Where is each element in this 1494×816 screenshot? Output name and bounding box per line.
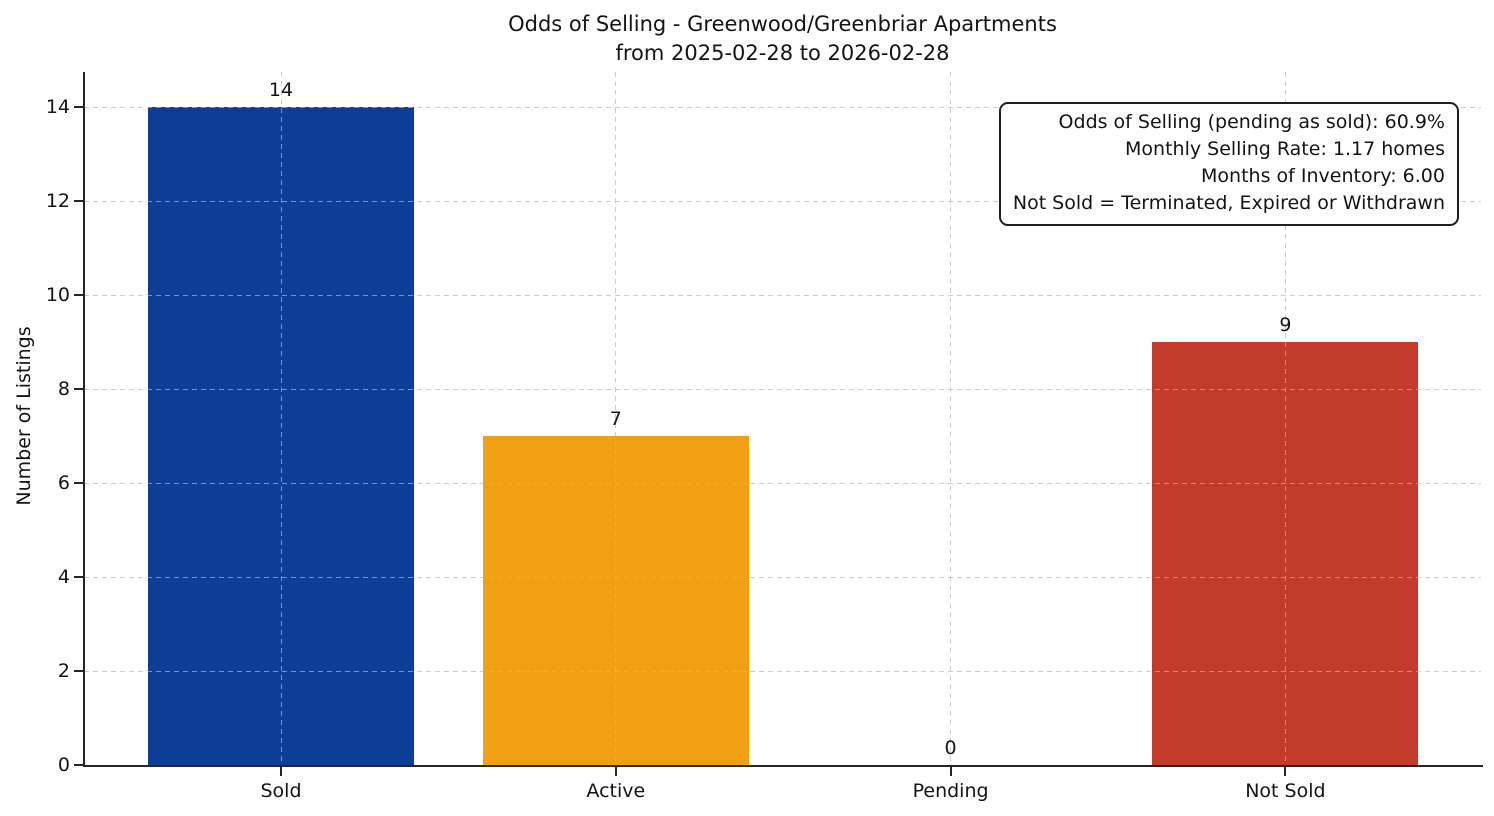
x-tick-mark <box>614 767 617 776</box>
bar-value-label: 0 <box>944 737 957 759</box>
annotation-line-odds: Odds of Selling (pending as sold): 60.9% <box>1058 111 1445 133</box>
y-tick-label: 12 <box>45 190 70 213</box>
h-gridline <box>84 106 1481 108</box>
y-tick-label: 6 <box>57 472 70 495</box>
bar-value-label: 7 <box>609 408 622 431</box>
y-tick-mark <box>74 106 83 109</box>
y-tick-label: 2 <box>57 660 70 683</box>
h-gridline <box>84 294 1481 296</box>
y-tick-mark <box>74 388 83 391</box>
x-tick-mark <box>280 767 282 776</box>
v-gridline <box>950 72 952 765</box>
x-tick-label: Pending <box>912 780 989 802</box>
y-tick-mark <box>74 482 83 485</box>
x-axis-spine <box>83 765 1483 767</box>
v-gridline <box>280 72 282 765</box>
y-tick-label: 8 <box>57 378 70 401</box>
y-tick-label: 14 <box>45 96 70 119</box>
stats-annotation-box: Odds of Selling (pending as sold): 60.9%… <box>998 102 1459 226</box>
y-tick-label: 0 <box>57 754 70 776</box>
v-gridline <box>1284 72 1286 765</box>
y-tick-mark <box>74 200 83 203</box>
h-gridline <box>84 388 1481 390</box>
y-tick-label: 4 <box>57 566 70 589</box>
y-axis-spine <box>83 72 85 767</box>
y-tick-label: 10 <box>45 284 70 307</box>
h-gridline <box>84 482 1481 484</box>
x-tick-label: Sold <box>260 780 302 802</box>
chart-title: Odds of Selling - Greenwood/Greenbriar A… <box>508 12 1057 65</box>
x-tick-label: Active <box>586 780 646 802</box>
y-tick-mark <box>74 764 83 766</box>
y-tick-mark <box>74 294 83 297</box>
y-tick-mark <box>74 670 83 673</box>
bar-value-label: 9 <box>1279 314 1292 337</box>
bar-value-label: 14 <box>268 79 294 102</box>
h-gridline <box>84 576 1481 578</box>
h-gridline <box>84 200 1481 202</box>
annotation-line-inventory: Months of Inventory: 6.00 <box>1201 165 1445 187</box>
x-tick-label: Not Sold <box>1245 780 1326 802</box>
y-tick-mark <box>74 576 83 579</box>
v-gridline <box>615 72 617 765</box>
annotation-line-not-sold-note: Not Sold = Terminated, Expired or Withdr… <box>1012 192 1445 214</box>
x-tick-mark <box>949 767 952 776</box>
annotation-line-monthly-rate: Monthly Selling Rate: 1.17 homes <box>1125 138 1445 160</box>
h-gridline <box>84 670 1481 672</box>
x-tick-mark <box>1284 767 1287 776</box>
